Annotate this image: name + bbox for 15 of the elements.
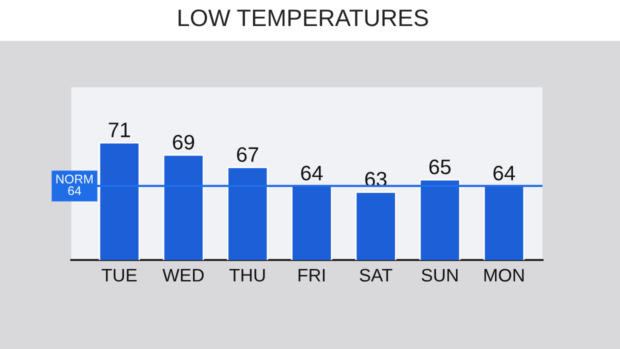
x-tick-label: FRI (298, 269, 325, 282)
data-label: 64 (301, 166, 323, 180)
ref-line-label: NORM 64 (56, 174, 93, 196)
x-tick-label: MON (484, 268, 524, 282)
x-tick-label: TUE (102, 269, 137, 282)
x-tick-label: WED (162, 269, 204, 282)
chart-title: LOW TEMPERATURES (178, 10, 428, 26)
data-label: 69 (172, 134, 194, 150)
data-label: 65 (429, 160, 451, 174)
data-label: 64 (494, 166, 516, 180)
data-label: 71 (108, 122, 130, 138)
x-tick-label: THU (229, 269, 265, 282)
x-tick-label: SUN (422, 268, 458, 282)
x-tick-label: SAT (360, 268, 392, 282)
data-label: 67 (237, 147, 258, 162)
